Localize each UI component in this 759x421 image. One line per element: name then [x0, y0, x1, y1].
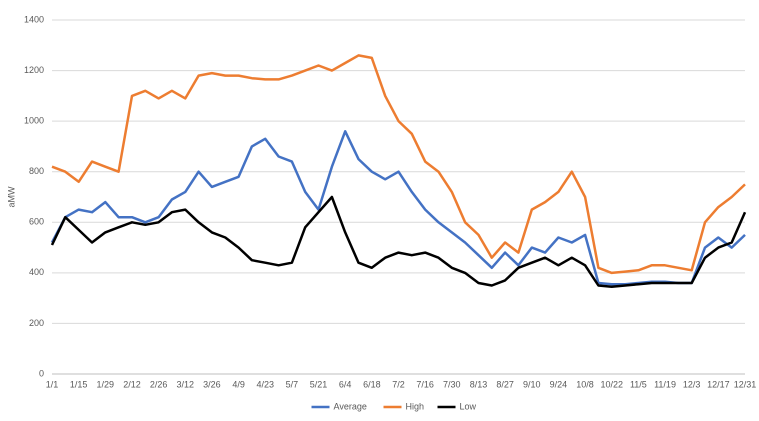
x-tick-label: 3/12: [177, 379, 195, 389]
y-tick-label: 600: [29, 217, 44, 227]
x-tick-label: 12/3: [683, 379, 701, 389]
x-tick-label: 10/22: [600, 379, 623, 389]
x-tick-label: 7/30: [443, 379, 461, 389]
x-tick-label: 4/9: [232, 379, 245, 389]
x-tick-label: 5/7: [286, 379, 299, 389]
x-tick-label: 12/31: [734, 379, 757, 389]
x-tick-label: 1/15: [70, 379, 88, 389]
x-tick-label: 2/12: [123, 379, 141, 389]
y-tick-label: 0: [39, 368, 44, 378]
x-tick-label: 12/17: [707, 379, 730, 389]
legend-label: Average: [334, 401, 367, 411]
x-tick-label: 5/21: [310, 379, 328, 389]
y-axis-label: aMW: [6, 186, 16, 208]
y-tick-label: 1200: [24, 65, 44, 75]
x-tick-label: 4/23: [256, 379, 274, 389]
y-tick-label: 200: [29, 318, 44, 328]
x-tick-label: 9/24: [550, 379, 568, 389]
x-tick-label: 3/26: [203, 379, 221, 389]
x-tick-label: 6/4: [339, 379, 352, 389]
x-tick-label: 10/8: [576, 379, 594, 389]
line-series: [50, 130, 746, 286]
y-tick-label: 800: [29, 166, 44, 176]
y-tick-label: 400: [29, 267, 44, 277]
x-tick-label: 7/2: [392, 379, 405, 389]
x-tick-label: 1/29: [97, 379, 115, 389]
legend-label: High: [406, 401, 425, 411]
x-tick-label: 6/18: [363, 379, 381, 389]
x-tick-label: 2/26: [150, 379, 168, 389]
y-tick-label: 1400: [24, 14, 44, 24]
legend-label: Low: [460, 401, 477, 411]
x-tick-label: 8/13: [470, 379, 488, 389]
line-series: [50, 195, 747, 289]
y-tick-label: 1000: [24, 116, 44, 126]
x-tick-label: 11/19: [654, 379, 676, 389]
x-tick-label: 11/5: [630, 379, 647, 389]
x-tick-label: 9/10: [523, 379, 541, 389]
x-tick-label: 7/16: [416, 379, 434, 389]
line-series: [51, 54, 746, 275]
x-tick-label: 8/27: [496, 379, 514, 389]
x-tick-label: 1/1: [46, 379, 59, 389]
